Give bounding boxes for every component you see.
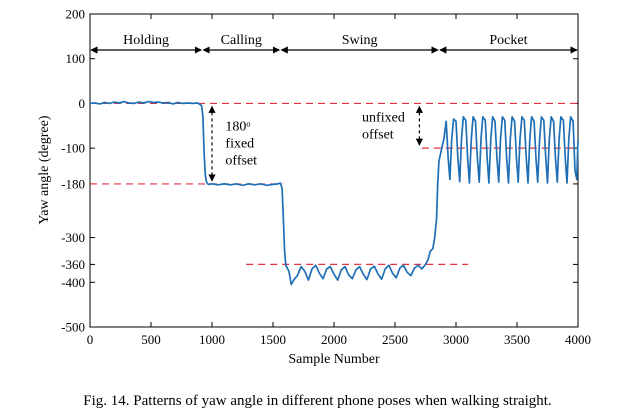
x-tick-label: 2500 <box>382 332 408 347</box>
x-tick-label: 3500 <box>504 332 530 347</box>
x-tick-label: 500 <box>141 332 161 347</box>
offset-annotation-text: offset <box>362 127 394 142</box>
phase-label-swing: Swing <box>342 33 378 48</box>
offset-annotation-text: offset <box>225 153 257 168</box>
y-tick-label: -500 <box>61 320 85 335</box>
yaw-series-line <box>89 100 579 286</box>
offset-annotations: 180ᵒ fixed offset unfixed offset <box>208 105 423 182</box>
offset-annotation-text: fixed <box>225 136 254 151</box>
y-tick-label: 200 <box>66 7 86 22</box>
y-tick-label: -300 <box>61 230 85 245</box>
y-tick-label: 0 <box>79 96 86 111</box>
y-axis-title: Yaw angle (degree) <box>37 115 52 224</box>
y-tick-label: -100 <box>61 141 85 156</box>
x-axis-title: Sample Number <box>288 352 380 367</box>
x-tick-label: 1000 <box>199 332 225 347</box>
x-tick-label: 4000 <box>565 332 591 347</box>
phase-label-pocket: Pocket <box>489 33 527 48</box>
offset-annotation-text: 180ᵒ <box>225 119 250 134</box>
x-tick-label: 3000 <box>443 332 469 347</box>
figure-caption: Fig. 14. Patterns of yaw angle in differ… <box>83 393 552 409</box>
yaw-angle-chart: 0 500 1000 1500 2000 2500 3000 3500 40002001000-… <box>37 7 591 368</box>
x-tick-label: 0 <box>87 332 94 347</box>
y-tick-label: -400 <box>61 275 85 290</box>
phase-label-holding: Holding <box>123 33 169 48</box>
phase-label-calling: Calling <box>221 33 262 48</box>
y-tick-label: 100 <box>66 51 86 66</box>
offset-annotation-text: unfixed <box>362 110 405 125</box>
axis-ticks: 0 500 1000 1500 2000 2500 3000 3500 40002001000-… <box>61 7 591 348</box>
y-tick-label: -180 <box>61 176 85 191</box>
phase-labels: Holding Calling Swing Pocket <box>90 33 578 54</box>
series-layer <box>89 100 579 286</box>
x-tick-label: 2000 <box>321 332 347 347</box>
y-tick-label: -360 <box>61 257 85 272</box>
x-tick-label: 1500 <box>260 332 286 347</box>
plot-area <box>89 13 579 328</box>
